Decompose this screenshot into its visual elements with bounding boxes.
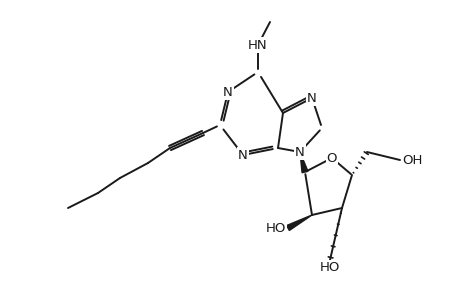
Text: OH: OH [401,154,421,166]
Text: N: N [294,146,304,158]
Text: HN: HN [248,39,267,51]
Text: O: O [326,152,337,164]
Text: N: N [307,92,316,104]
Polygon shape [286,215,311,231]
Text: HO: HO [319,261,339,274]
Text: HO: HO [265,221,285,235]
Polygon shape [299,152,307,173]
Text: N: N [238,148,248,162]
Text: N: N [222,86,233,98]
